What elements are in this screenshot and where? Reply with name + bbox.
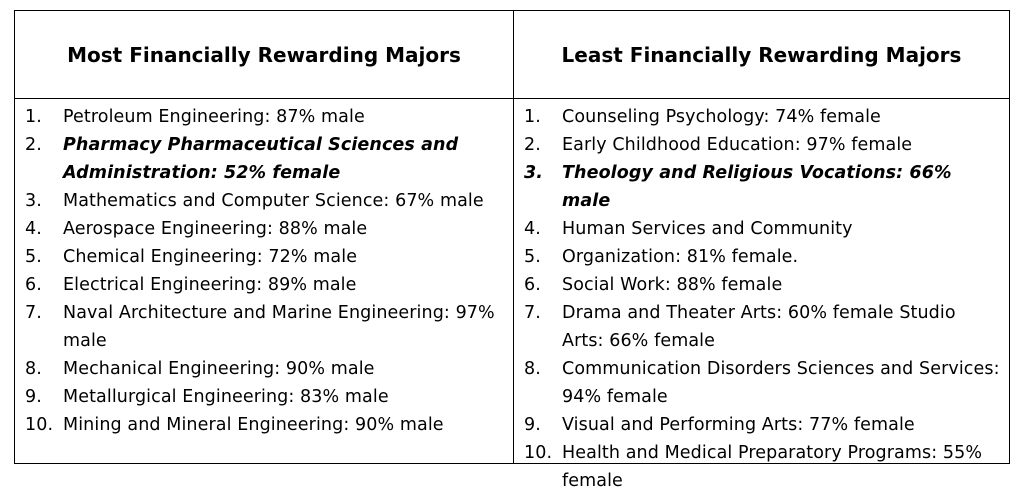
- item-number: 6.: [25, 275, 42, 295]
- item-number: 10.: [25, 415, 54, 435]
- item-text: Visual and Performing Arts: 77% female: [562, 415, 915, 435]
- item-number: 6.: [524, 275, 541, 295]
- most-rewarding-column: Most Financially Rewarding Majors 1. Pet…: [15, 11, 513, 463]
- least-rewarding-list: 1. Counseling Psychology: 74% female 2. …: [514, 103, 1009, 495]
- item-number: 1.: [25, 107, 42, 127]
- list-item: 7. Drama and Theater Arts: 60% female St…: [514, 299, 1009, 355]
- list-item: 6. Social Work: 88% female: [514, 271, 1009, 299]
- item-number: 7.: [25, 303, 42, 323]
- item-text: Electrical Engineering: 89% male: [63, 275, 357, 295]
- item-number: 5.: [524, 247, 541, 267]
- item-number: 2.: [25, 135, 42, 155]
- item-number: 3.: [25, 191, 42, 211]
- item-text: Human Services and Community: [562, 219, 853, 239]
- majors-table: Most Financially Rewarding Majors 1. Pet…: [14, 10, 1010, 491]
- list-item: 10. Health and Medical Preparatory Progr…: [514, 439, 1009, 495]
- list-item: 2. Pharmacy Pharmaceutical Sciences and …: [15, 131, 513, 187]
- item-text: Petroleum Engineering: 87% male: [63, 107, 365, 127]
- item-number: 8.: [25, 359, 42, 379]
- list-item: 1. Counseling Psychology: 74% female: [514, 103, 1009, 131]
- item-number: 2.: [524, 135, 541, 155]
- item-text: Mathematics and Computer Science: 67% ma…: [63, 191, 484, 211]
- list-item: 4. Human Services and Community: [514, 215, 1009, 243]
- list-item: 2. Early Childhood Education: 97% female: [514, 131, 1009, 159]
- list-item: 6. Electrical Engineering: 89% male: [15, 271, 513, 299]
- item-text: Naval Architecture and Marine Engineerin…: [63, 303, 495, 351]
- item-text: Mechanical Engineering: 90% male: [63, 359, 375, 379]
- least-rewarding-header: Least Financially Rewarding Majors: [514, 11, 1009, 99]
- item-number: 9.: [25, 387, 42, 407]
- list-item: 3. Mathematics and Computer Science: 67%…: [15, 187, 513, 215]
- item-text: Social Work: 88% female: [562, 275, 783, 295]
- item-text: Counseling Psychology: 74% female: [562, 107, 881, 127]
- item-text-emphasized: Pharmacy Pharmaceutical Sciences and Adm…: [63, 135, 459, 183]
- item-text: Mining and Mineral Engineering: 90% male: [63, 415, 444, 435]
- item-text: Health and Medical Preparatory Programs:…: [562, 443, 983, 491]
- list-item: 9. Metallurgical Engineering: 83% male: [15, 383, 513, 411]
- list-item: 1. Petroleum Engineering: 87% male: [15, 103, 513, 131]
- item-number: 4.: [25, 219, 42, 239]
- list-item: 5. Organization: 81% female.: [514, 243, 1009, 271]
- list-item: 5. Chemical Engineering: 72% male: [15, 243, 513, 271]
- item-number: 7.: [524, 303, 541, 323]
- list-item: 10. Mining and Mineral Engineering: 90% …: [15, 411, 513, 439]
- most-rewarding-list: 1. Petroleum Engineering: 87% male 2. Ph…: [15, 103, 513, 439]
- item-text: Communication Disorders Sciences and Ser…: [562, 359, 1000, 407]
- item-text: Chemical Engineering: 72% male: [63, 247, 358, 267]
- item-text: Aerospace Engineering: 88% male: [63, 219, 368, 239]
- list-item: 8. Mechanical Engineering: 90% male: [15, 355, 513, 383]
- item-number: 5.: [25, 247, 42, 267]
- least-rewarding-column: Least Financially Rewarding Majors 1. Co…: [513, 11, 1009, 491]
- list-item: 8. Communication Disorders Sciences and …: [514, 355, 1009, 411]
- item-number: 9.: [524, 415, 541, 435]
- list-item: 7. Naval Architecture and Marine Enginee…: [15, 299, 513, 355]
- item-number: 10.: [524, 443, 553, 463]
- item-number: 3.: [524, 163, 544, 183]
- list-item: 9. Visual and Performing Arts: 77% femal…: [514, 411, 1009, 439]
- item-number: 8.: [524, 359, 541, 379]
- list-item: 4. Aerospace Engineering: 88% male: [15, 215, 513, 243]
- list-item: 3. Theology and Religious Vocations: 66%…: [514, 159, 1009, 215]
- item-text: Early Childhood Education: 97% female: [562, 135, 913, 155]
- item-number: 1.: [524, 107, 541, 127]
- item-text: Drama and Theater Arts: 60% female Studi…: [562, 303, 956, 351]
- item-number: 4.: [524, 219, 541, 239]
- most-rewarding-header: Most Financially Rewarding Majors: [15, 11, 513, 99]
- item-text-emphasized: Theology and Religious Vocations: 66% ma…: [562, 163, 952, 211]
- item-text: Metallurgical Engineering: 83% male: [63, 387, 389, 407]
- item-text: Organization: 81% female.: [562, 247, 799, 267]
